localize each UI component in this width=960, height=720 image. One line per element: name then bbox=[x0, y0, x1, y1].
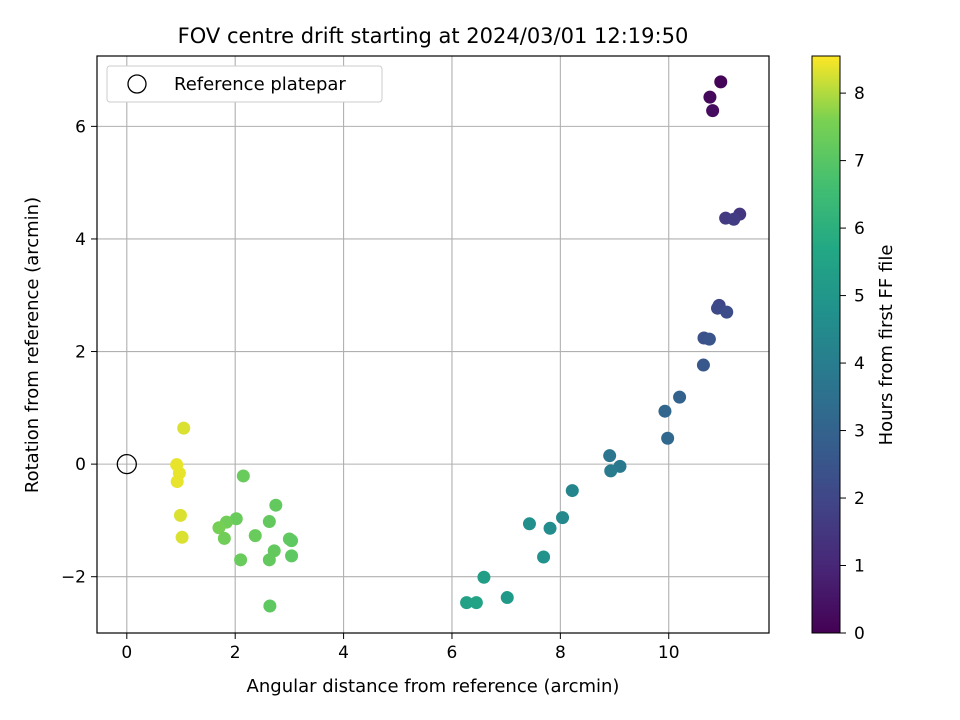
x-tick-label: 4 bbox=[338, 643, 349, 663]
data-point bbox=[177, 421, 191, 435]
data-point bbox=[262, 553, 276, 567]
data-point bbox=[263, 599, 277, 613]
data-point bbox=[217, 531, 231, 545]
legend-marker-hollow-circle bbox=[127, 74, 147, 94]
data-point bbox=[236, 469, 250, 483]
data-point bbox=[460, 596, 474, 610]
x-tick-label: 6 bbox=[447, 643, 458, 663]
data-point bbox=[604, 464, 618, 478]
data-point bbox=[696, 358, 710, 372]
legend-box bbox=[106, 65, 383, 103]
data-point bbox=[703, 90, 717, 104]
colorbar-tick-label: 7 bbox=[854, 152, 865, 172]
y-tick-label: 6 bbox=[75, 117, 86, 137]
x-tick-label: 10 bbox=[658, 643, 680, 663]
y-tick-label: 2 bbox=[75, 343, 86, 363]
data-point bbox=[262, 515, 276, 529]
legend: Reference platepar bbox=[106, 65, 383, 103]
y-axis-label: Rotation from reference (arcmin) bbox=[22, 197, 43, 493]
data-point bbox=[170, 475, 184, 489]
colorbar-tick-label: 2 bbox=[854, 489, 865, 509]
data-point bbox=[565, 484, 579, 498]
data-point bbox=[285, 534, 299, 548]
colorbar-tick-label: 6 bbox=[854, 219, 865, 239]
data-point bbox=[537, 550, 551, 564]
data-point bbox=[661, 431, 675, 445]
grid-lines bbox=[97, 56, 769, 633]
colorbar-tick-label: 5 bbox=[854, 287, 865, 307]
data-point bbox=[285, 549, 299, 563]
x-axis-label: Angular distance from reference (arcmin) bbox=[247, 676, 620, 697]
data-point bbox=[175, 530, 189, 544]
x-tick-label: 8 bbox=[555, 643, 566, 663]
data-point bbox=[248, 529, 262, 543]
x-axis-ticks: 0 2 4 6 8 10 bbox=[121, 633, 680, 663]
data-point bbox=[229, 512, 243, 526]
data-point bbox=[269, 498, 283, 512]
plot-area-frame bbox=[96, 55, 770, 634]
data-point bbox=[522, 517, 536, 531]
data-point bbox=[658, 404, 672, 418]
colorbar-label: Hours from first FF file bbox=[876, 245, 897, 446]
data-point bbox=[714, 75, 728, 89]
legend-entry-reference-platepar: Reference platepar bbox=[174, 74, 346, 95]
data-point bbox=[702, 332, 716, 346]
chart-title: FOV centre drift starting at 2024/03/01 … bbox=[178, 24, 689, 48]
x-tick-label: 0 bbox=[121, 643, 132, 663]
data-point bbox=[500, 591, 514, 605]
data-point bbox=[234, 553, 248, 567]
reference-platepar-point bbox=[116, 453, 137, 475]
data-point bbox=[212, 521, 226, 535]
colorbar-tick-label: 3 bbox=[854, 422, 865, 442]
data-point bbox=[603, 449, 617, 463]
data-point bbox=[727, 212, 741, 226]
colorbar-tick-label: 0 bbox=[854, 624, 865, 644]
colorbar-tick-label: 8 bbox=[854, 84, 865, 104]
x-tick-label: 2 bbox=[230, 643, 241, 663]
y-tick-label: 4 bbox=[75, 230, 86, 250]
colorbar-tick-label: 1 bbox=[854, 557, 865, 577]
data-point bbox=[706, 104, 720, 118]
data-point bbox=[469, 596, 483, 610]
data-point bbox=[477, 570, 491, 584]
data-point bbox=[673, 390, 687, 404]
colorbar-gradient bbox=[811, 55, 841, 634]
y-tick-label: 0 bbox=[75, 455, 86, 475]
colorbar-tick-label: 4 bbox=[854, 354, 865, 374]
y-tick-label: −2 bbox=[61, 568, 86, 588]
colorbar-ticks: 0 1 2 3 4 5 6 7 8 bbox=[840, 84, 865, 644]
data-points bbox=[116, 75, 747, 613]
data-point bbox=[556, 511, 570, 525]
data-point bbox=[173, 508, 187, 522]
data-point bbox=[720, 305, 734, 319]
y-axis-ticks: −2 0 2 4 6 bbox=[61, 117, 97, 588]
colorbar: 0 1 2 3 4 5 6 7 8 Hours from first FF file bbox=[811, 55, 897, 644]
data-point bbox=[543, 521, 557, 535]
